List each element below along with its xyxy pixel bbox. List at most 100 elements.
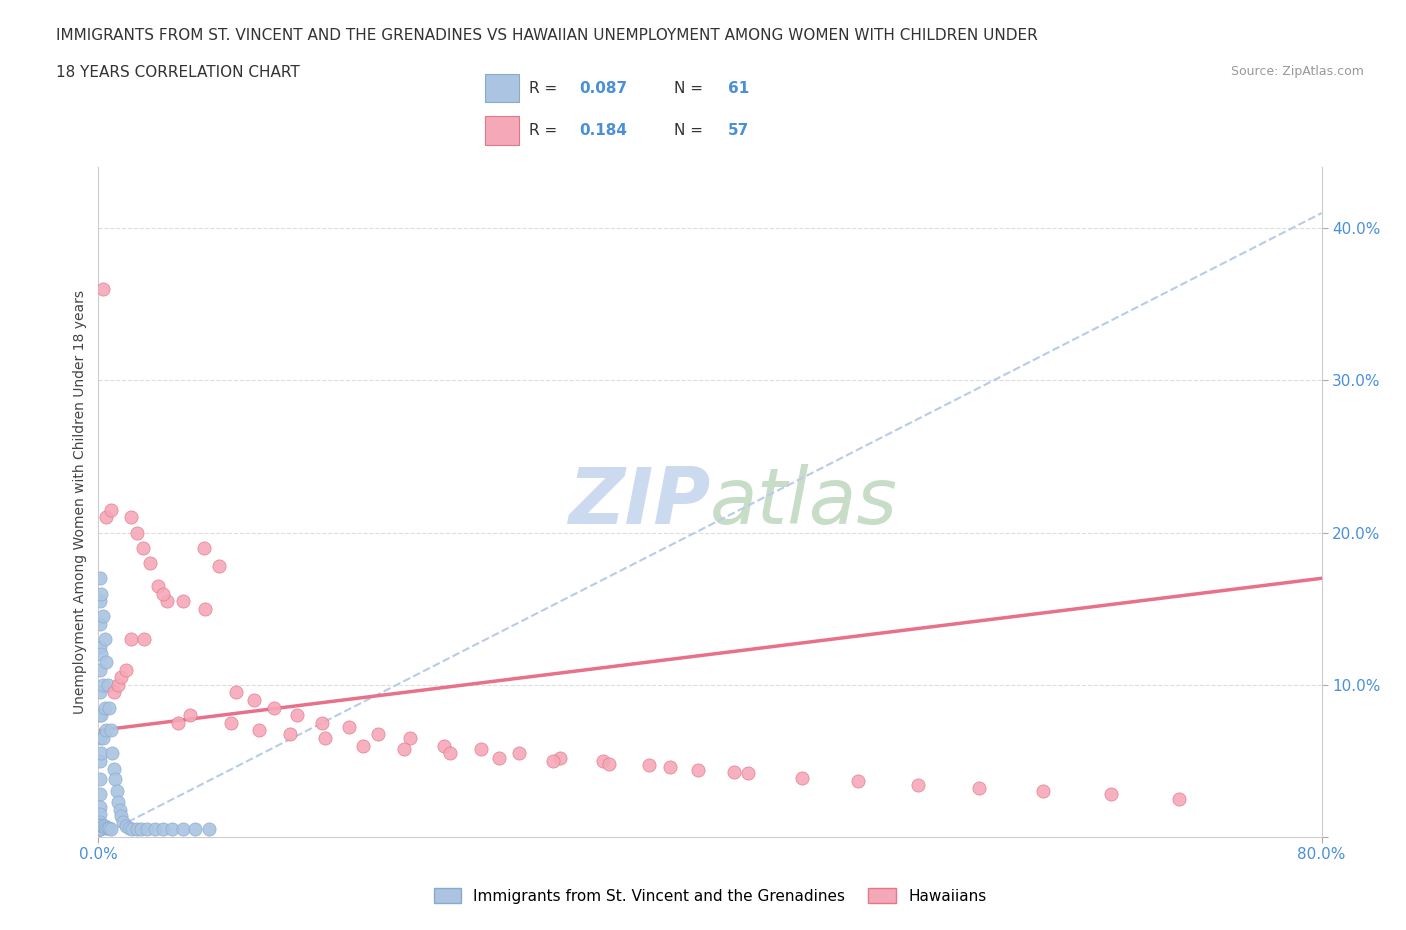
Point [89,753,111,768]
Point [91,609,114,624]
Point [311,715,333,730]
Point [221,715,243,730]
Point [120,631,142,646]
Point [90,647,112,662]
Point [278,726,301,741]
Text: 0.087: 0.087 [579,81,627,96]
Point [152,822,174,837]
Point [352,738,374,753]
Text: ZIP: ZIP [568,464,710,540]
Point [100,723,122,737]
Point [91,819,114,834]
Point [91,282,114,297]
Point [197,822,219,837]
Point [1099,787,1122,802]
Point [101,746,124,761]
Point [488,751,510,765]
Point [90,746,112,761]
Point [392,741,416,756]
Y-axis label: Unemployment Among Women with Children Under 18 years: Unemployment Among Women with Children U… [73,290,87,714]
Text: Source: ZipAtlas.com: Source: ZipAtlas.com [1230,65,1364,78]
Text: IMMIGRANTS FROM ST. VINCENT AND THE GRENADINES VS HAWAIIAN UNEMPLOYMENT AMONG WO: IMMIGRANTS FROM ST. VINCENT AND THE GREN… [56,28,1038,43]
Point [91,731,114,746]
Point [97,677,120,692]
Point [89,662,111,677]
Point [129,822,152,837]
Point [89,819,111,834]
Point [110,670,132,684]
Point [193,540,215,555]
Point [314,731,336,746]
Point [89,708,111,723]
Point [143,822,166,837]
Point [120,510,142,525]
Point [89,822,111,837]
Point [225,685,247,700]
Point [160,822,183,837]
Point [172,822,194,837]
Point [89,815,111,830]
Point [94,510,117,525]
Point [98,700,121,715]
Point [470,741,492,756]
Point [107,794,129,809]
Point [723,764,745,779]
Point [93,700,115,715]
Point [247,723,270,737]
Point [118,820,141,835]
Point [1168,791,1191,806]
Legend: Immigrants from St. Vincent and the Grenadines, Hawaiians: Immigrants from St. Vincent and the Gren… [427,882,993,910]
Point [598,756,620,771]
Point [94,820,117,835]
Point [637,758,661,773]
Point [541,753,564,768]
Point [172,593,194,608]
Point [790,770,813,785]
Point [167,715,190,730]
Point [439,746,461,761]
Point [132,540,155,555]
Point [89,617,111,631]
Point [967,781,990,796]
Point [194,602,217,617]
Point [592,753,614,768]
Point [89,571,111,586]
Point [89,820,111,835]
Point [103,761,125,776]
Point [110,808,132,823]
Text: R =: R = [529,81,562,96]
Text: 0.184: 0.184 [579,123,627,138]
Point [89,787,111,802]
Point [179,708,201,723]
Point [433,738,456,753]
Point [89,731,111,746]
Point [100,822,122,837]
Point [508,746,530,761]
Point [115,819,138,834]
Point [263,700,285,715]
Point [103,685,125,700]
Point [89,639,111,654]
Point [100,502,122,517]
Point [285,708,308,723]
Point [156,593,179,608]
Point [907,777,929,792]
Point [89,685,111,700]
Point [108,803,131,817]
Bar [485,116,519,145]
Point [89,817,111,832]
Text: 57: 57 [728,123,749,138]
Point [139,555,162,570]
Point [121,822,143,837]
Point [90,708,112,723]
Point [243,693,266,708]
Point [94,723,117,737]
Point [152,586,174,601]
Point [146,578,169,593]
Point [115,662,138,677]
Point [208,559,231,574]
Point [337,720,360,735]
Point [107,677,129,692]
Point [98,820,121,835]
Text: atlas: atlas [710,464,898,540]
